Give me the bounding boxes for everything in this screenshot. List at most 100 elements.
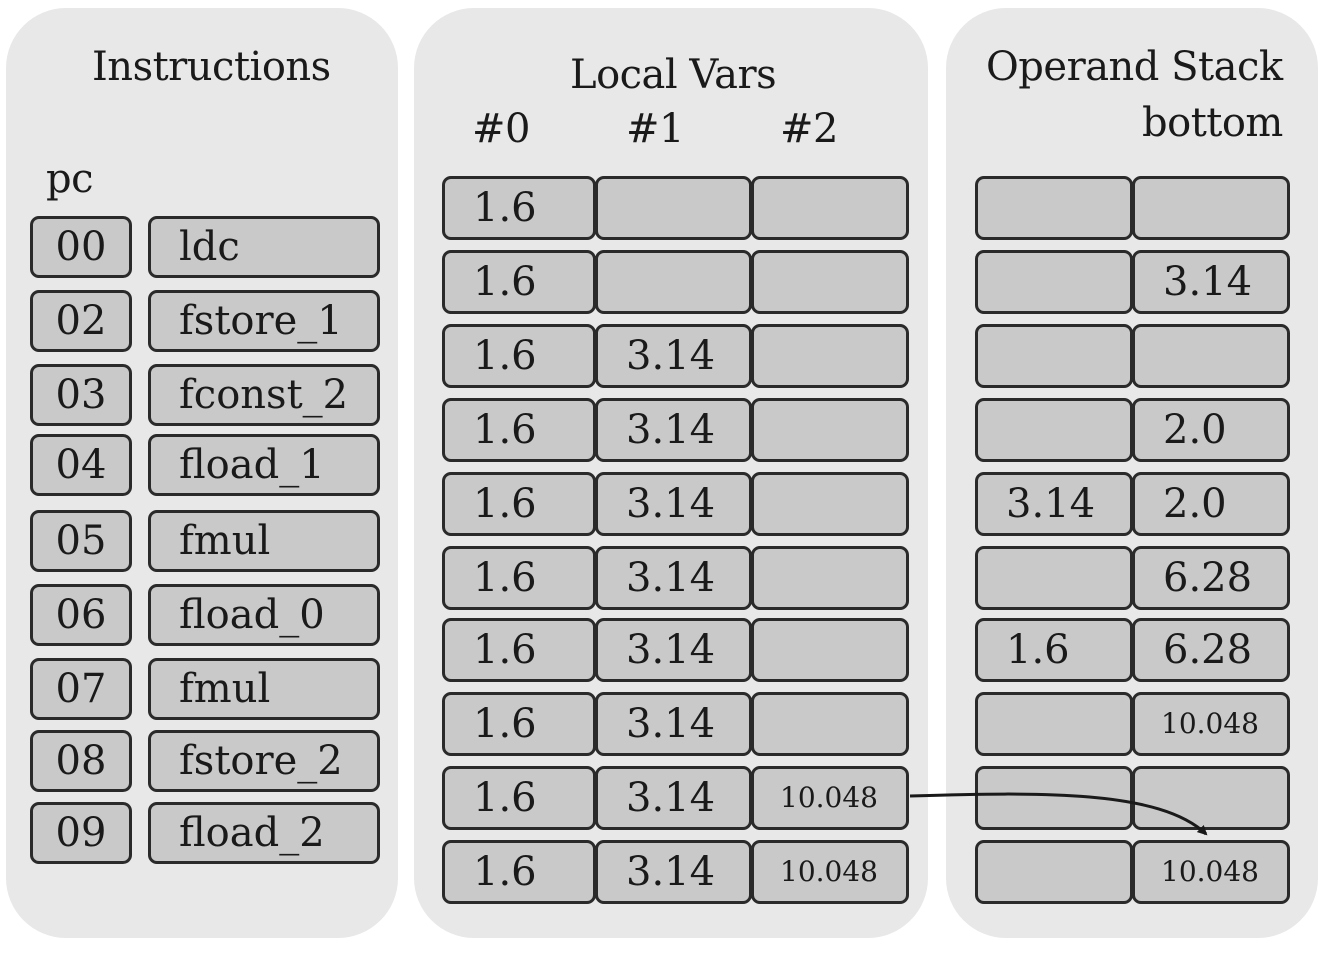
local-var-header-1: #1 [626, 106, 684, 152]
stack-slot-1-text: 6.28 [1163, 627, 1253, 673]
local-var-slot-0-text: 1.6 [473, 849, 537, 895]
local-vars-title: Local Vars [570, 52, 777, 98]
pc-cell-text: 08 [55, 738, 107, 784]
local-var-slot-1: 3.14 [595, 398, 752, 462]
opcode-cell: fload_1 [148, 434, 380, 496]
local-var-slot-2 [751, 692, 909, 756]
local-var-slot-0-text: 1.6 [473, 627, 537, 673]
local-var-slot-1 [595, 250, 752, 314]
pc-cell-text: 07 [55, 666, 107, 712]
local-var-slot-1: 3.14 [595, 618, 752, 682]
stack-slot-1-text: 3.14 [1163, 259, 1253, 305]
stack-slot-0-text: 1.6 [1006, 627, 1070, 673]
opcode-cell-text: fmul [179, 666, 271, 712]
pc-cell-text: 06 [55, 592, 107, 638]
opcode-cell: fmul [148, 658, 380, 720]
opcode-cell: fconst_2 [148, 364, 380, 426]
stack-slot-1: 2.0 [1132, 398, 1290, 462]
stack-slot-1 [1132, 176, 1290, 240]
local-var-slot-1-text: 3.14 [626, 555, 716, 601]
local-var-slot-1-text: 3.14 [626, 407, 716, 453]
local-var-slot-2 [751, 546, 909, 610]
local-var-slot-1: 3.14 [595, 692, 752, 756]
local-var-slot-2 [751, 398, 909, 462]
pc-cell: 08 [30, 730, 132, 792]
local-var-slot-2-text: 10.048 [780, 781, 878, 814]
stack-slot-0-text: 3.14 [1006, 481, 1096, 527]
local-var-slot-0: 1.6 [442, 176, 596, 240]
local-var-slot-1: 3.14 [595, 472, 752, 536]
opcode-cell-text: fload_0 [179, 592, 325, 638]
stack-slot-0: 1.6 [975, 618, 1133, 682]
pc-cell: 07 [30, 658, 132, 720]
opcode-cell-text: fload_1 [179, 442, 325, 488]
local-var-slot-0: 1.6 [442, 618, 596, 682]
stack-slot-0 [975, 398, 1133, 462]
local-var-slot-2 [751, 618, 909, 682]
local-var-slot-0: 1.6 [442, 840, 596, 904]
opcode-cell-text: fstore_2 [179, 738, 343, 784]
local-var-slot-0-text: 1.6 [473, 555, 537, 601]
pc-cell: 02 [30, 290, 132, 352]
local-var-slot-1: 3.14 [595, 324, 752, 388]
stack-slot-1-text: 2.0 [1163, 481, 1227, 527]
stack-slot-1-text: 6.28 [1163, 555, 1253, 601]
stack-slot-0 [975, 840, 1133, 904]
pc-cell-text: 05 [55, 518, 107, 564]
stack-bottom-label: bottom [1142, 100, 1283, 146]
opcode-cell: fload_2 [148, 802, 380, 864]
local-var-slot-0: 1.6 [442, 546, 596, 610]
stack-slot-1: 6.28 [1132, 618, 1290, 682]
local-var-header-2: #2 [780, 106, 838, 152]
local-var-slot-1-text: 3.14 [626, 333, 716, 379]
stack-slot-1: 6.28 [1132, 546, 1290, 610]
local-var-slot-0-text: 1.6 [473, 259, 537, 305]
local-var-slot-0-text: 1.6 [473, 701, 537, 747]
stack-slot-0 [975, 176, 1133, 240]
local-var-slot-0-text: 1.6 [473, 481, 537, 527]
stack-slot-1-text: 10.048 [1161, 855, 1259, 888]
local-var-slot-1-text: 3.14 [626, 481, 716, 527]
local-var-slot-2 [751, 176, 909, 240]
pc-cell-text: 03 [55, 372, 107, 418]
stack-slot-0: 3.14 [975, 472, 1133, 536]
stack-slot-1 [1132, 324, 1290, 388]
stack-slot-1-text: 10.048 [1161, 707, 1259, 740]
stack-slot-1: 10.048 [1132, 840, 1290, 904]
local-var-slot-0: 1.6 [442, 398, 596, 462]
stack-slot-0 [975, 546, 1133, 610]
local-var-slot-1: 3.14 [595, 546, 752, 610]
local-var-slot-0-text: 1.6 [473, 333, 537, 379]
opcode-cell: fstore_1 [148, 290, 380, 352]
local-var-slot-2: 10.048 [751, 840, 909, 904]
local-var-slot-0: 1.6 [442, 766, 596, 830]
stack-slot-0 [975, 324, 1133, 388]
local-var-header-0: #0 [472, 106, 530, 152]
local-var-slot-2 [751, 250, 909, 314]
pc-cell: 09 [30, 802, 132, 864]
opcode-cell-text: fconst_2 [179, 372, 349, 418]
local-var-slot-1-text: 3.14 [626, 701, 716, 747]
instructions-title: Instructions [92, 44, 331, 90]
opcode-cell-text: fmul [179, 518, 271, 564]
pc-cell: 03 [30, 364, 132, 426]
local-var-slot-1-text: 3.14 [626, 627, 716, 673]
local-var-slot-0: 1.6 [442, 250, 596, 314]
pc-cell-text: 04 [55, 442, 107, 488]
pc-cell: 00 [30, 216, 132, 278]
pc-cell-text: 09 [55, 810, 107, 856]
pc-cell: 06 [30, 584, 132, 646]
local-var-slot-2 [751, 472, 909, 536]
pc-cell-text: 00 [55, 224, 107, 270]
stack-slot-1-text: 2.0 [1163, 407, 1227, 453]
local-var-slot-1-text: 3.14 [626, 775, 716, 821]
pc-cell-text: 02 [55, 298, 107, 344]
opcode-cell: fload_0 [148, 584, 380, 646]
local-var-slot-0: 1.6 [442, 472, 596, 536]
opcode-cell-text: ldc [179, 224, 240, 270]
stack-slot-1 [1132, 766, 1290, 830]
stack-slot-1: 3.14 [1132, 250, 1290, 314]
local-var-slot-0-text: 1.6 [473, 775, 537, 821]
stack-slot-1: 2.0 [1132, 472, 1290, 536]
local-var-slot-0: 1.6 [442, 692, 596, 756]
